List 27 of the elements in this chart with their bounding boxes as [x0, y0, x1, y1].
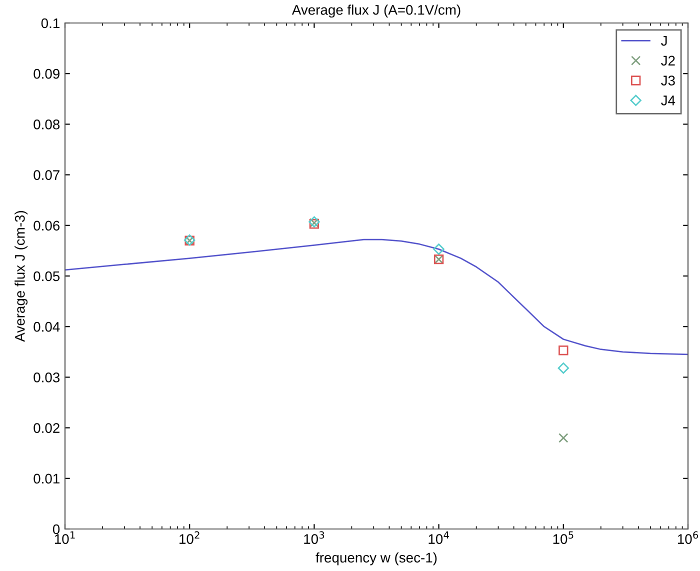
point — [558, 433, 568, 443]
chart-title: Average flux J (A=0.1V/cm) — [292, 4, 460, 18]
y-tick-label: 0.01 — [34, 474, 60, 484]
legend-label: J3 — [661, 76, 675, 86]
x-tick-label: 10$^{4}$ — [428, 531, 449, 544]
point — [433, 244, 444, 255]
y-tick-label: 0.09 — [34, 68, 60, 79]
legend-label: J — [661, 36, 667, 46]
legend-label: J2 — [661, 56, 675, 66]
y-axis-title: Average flux J (cm-3) — [14, 210, 28, 342]
x-tick-label: 10$^{2}$ — [180, 531, 200, 544]
x-tick-label: 10$^{5}$ — [553, 531, 574, 544]
point — [558, 346, 568, 356]
x-tick-label: 10$^{3}$ — [304, 531, 324, 544]
y-tick-label: 0.08 — [34, 120, 60, 130]
legend-label: J4 — [661, 96, 676, 106]
y-tick-label: 0.1 — [41, 18, 60, 28]
x-axis-title: frequency w (sec-1) — [316, 552, 437, 566]
y-tick-label: 0.02 — [34, 423, 60, 433]
y-tick-label: 0.03 — [34, 372, 60, 382]
y-tick-label: 0.06 — [34, 220, 60, 231]
y-tick-label: 0 — [52, 524, 60, 534]
y-tick-label: 0.07 — [34, 170, 60, 180]
y-tick-label: 0.05 — [34, 271, 60, 282]
x-tick-label: 10$^{6}$ — [678, 531, 698, 544]
point — [558, 362, 570, 374]
y-tick-label: 0.04 — [34, 322, 60, 332]
